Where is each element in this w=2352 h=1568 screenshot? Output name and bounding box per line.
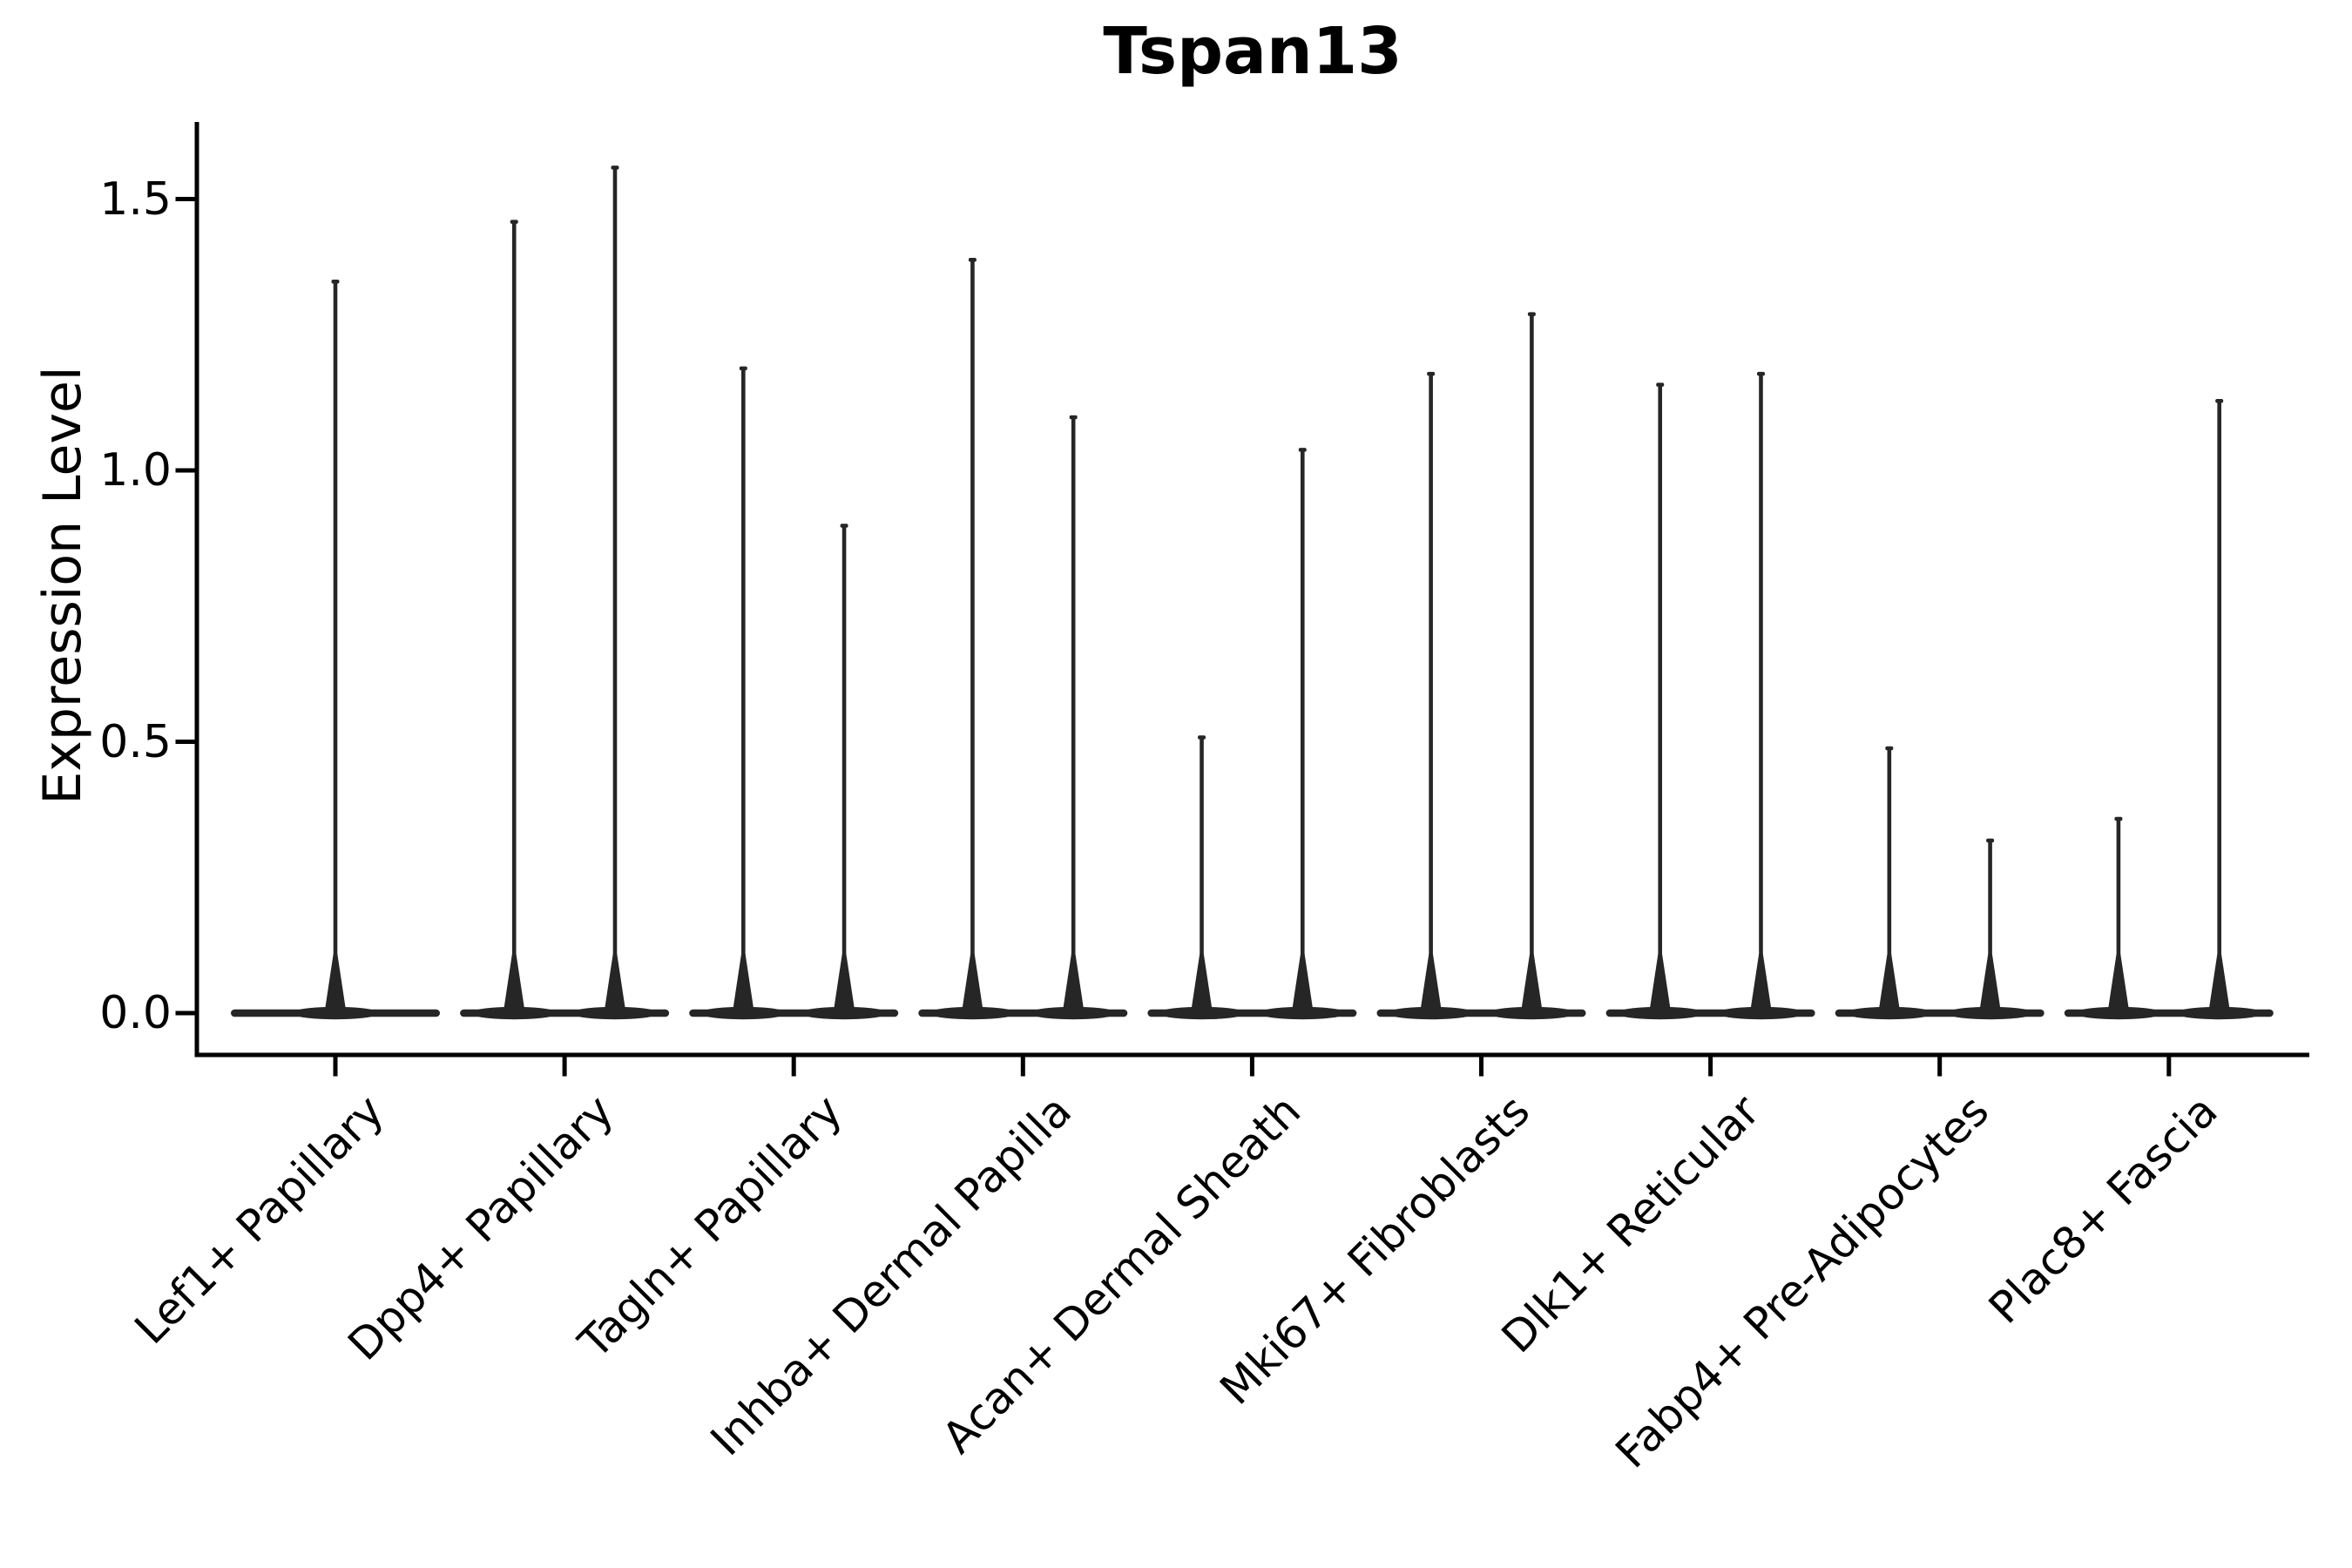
y-tick-label: 0.5 bbox=[99, 715, 172, 768]
violin-max-spike bbox=[2116, 817, 2121, 1013]
violin-max-cap bbox=[1198, 735, 1206, 740]
violin-max-spike bbox=[333, 280, 338, 1013]
violin-max-cap bbox=[1298, 448, 1307, 452]
y-tick-mark bbox=[175, 1010, 195, 1016]
y-tick-mark bbox=[175, 468, 195, 473]
violin-max-spike bbox=[1658, 383, 1663, 1013]
violin-max-spike bbox=[1071, 416, 1076, 1013]
violin-max-cap bbox=[2114, 816, 2123, 821]
violin-max-cap bbox=[968, 258, 977, 262]
x-tick-mark bbox=[1937, 1057, 1943, 1077]
violin-max-cap bbox=[1986, 838, 1995, 843]
x-axis-spine bbox=[194, 1052, 2309, 1058]
violin-max-spike bbox=[970, 259, 975, 1013]
violin-max-spike bbox=[1429, 372, 1433, 1013]
violin-max-spike bbox=[1887, 747, 1892, 1013]
violin-max-spike bbox=[841, 524, 847, 1013]
violin-max-spike bbox=[511, 220, 517, 1014]
x-tick-mark bbox=[791, 1057, 796, 1077]
violin-max-cap bbox=[1885, 746, 1894, 751]
x-tick-mark bbox=[333, 1057, 338, 1077]
violin-max-cap bbox=[1069, 415, 1078, 420]
violin-max-spike bbox=[2217, 400, 2221, 1013]
x-tick-mark bbox=[1020, 1057, 1025, 1077]
violin-max-cap bbox=[1527, 312, 1536, 316]
y-tick-label: 1.5 bbox=[99, 172, 172, 226]
violin-max-cap bbox=[331, 279, 340, 284]
violin-max-spike bbox=[1300, 449, 1305, 1013]
x-tick-mark bbox=[562, 1057, 567, 1077]
violin-max-cap bbox=[611, 166, 619, 170]
y-tick-mark bbox=[175, 197, 195, 201]
x-tick-mark bbox=[2166, 1057, 2172, 1077]
violin-max-spike bbox=[1759, 372, 1763, 1013]
y-axis-spine bbox=[194, 122, 199, 1058]
violin-max-cap bbox=[840, 524, 848, 528]
violin-max-spike bbox=[612, 166, 618, 1013]
chart-title: Tspan13 bbox=[1103, 14, 1402, 89]
x-tick-mark bbox=[1479, 1057, 1484, 1077]
y-tick-label: 0.0 bbox=[99, 987, 172, 1039]
violin-max-cap bbox=[739, 366, 747, 371]
violin-max-spike bbox=[741, 367, 746, 1013]
y-tick-mark bbox=[175, 740, 195, 744]
violin-max-cap bbox=[1427, 371, 1436, 376]
violin-max-cap bbox=[1756, 371, 1765, 376]
y-axis-label: Expression Level bbox=[32, 366, 93, 805]
violin-max-spike bbox=[1988, 839, 1992, 1013]
x-tick-mark bbox=[1249, 1057, 1254, 1077]
violin-max-cap bbox=[510, 220, 518, 224]
y-tick-label: 1.0 bbox=[99, 444, 172, 497]
violin-max-cap bbox=[2215, 399, 2224, 403]
violin-max-spike bbox=[1200, 736, 1204, 1013]
x-tick-mark bbox=[1708, 1057, 1713, 1077]
violin-max-spike bbox=[1530, 313, 1534, 1014]
violin-max-cap bbox=[1656, 382, 1665, 387]
